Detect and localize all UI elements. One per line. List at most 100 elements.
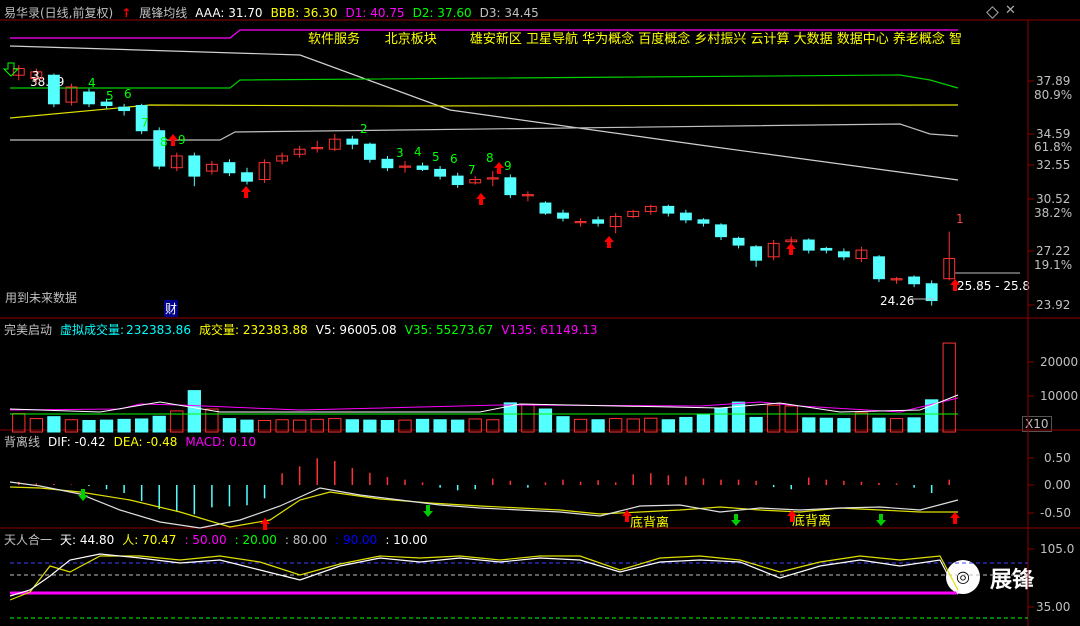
volume-bar bbox=[696, 414, 711, 433]
macd-panel-name[interactable]: 背离线 bbox=[4, 435, 41, 449]
finance-badge[interactable]: 财 bbox=[164, 300, 179, 317]
volume-bar bbox=[626, 418, 640, 433]
candle bbox=[65, 86, 78, 103]
macd-y-tick: -0.50 bbox=[1040, 506, 1072, 520]
up-arrow-icon: ↑ bbox=[121, 6, 132, 20]
candle bbox=[469, 178, 482, 184]
dea-value: DEA: -0.48 bbox=[113, 435, 178, 449]
candle bbox=[627, 210, 640, 217]
volume-bar bbox=[205, 408, 219, 433]
y-tick: 32.55 bbox=[1036, 158, 1071, 172]
candle bbox=[30, 71, 43, 80]
d1-value: D1: 40.75 bbox=[345, 6, 405, 20]
x10-badge[interactable]: X10 bbox=[1022, 416, 1052, 432]
d3-value: D3: 34.45 bbox=[479, 6, 539, 20]
volume-bar bbox=[433, 419, 447, 433]
y-tick: 27.22 bbox=[1036, 244, 1071, 258]
sequence-label: 2 bbox=[360, 122, 368, 136]
buy-arrow-icon bbox=[604, 236, 614, 248]
level-50: : 50.00 bbox=[184, 533, 227, 547]
candle bbox=[785, 239, 798, 243]
virtual-volume-value: 232383.86 bbox=[126, 323, 191, 337]
candle bbox=[293, 148, 306, 155]
candle bbox=[925, 283, 938, 302]
stock-title[interactable]: 易华录(日线,前复权) bbox=[4, 6, 114, 20]
dif-line bbox=[9, 481, 959, 529]
volume-bar bbox=[942, 342, 956, 433]
volume-bar bbox=[521, 403, 535, 433]
level-10: : 10.00 bbox=[385, 533, 428, 547]
volume-panel-name[interactable]: 完美启动 bbox=[4, 323, 53, 337]
y-tick: 61.8% bbox=[1034, 140, 1073, 154]
level-80: : 80.00 bbox=[284, 533, 328, 547]
indicator-name[interactable]: 展锋均线 bbox=[139, 6, 188, 20]
volume-bar bbox=[907, 417, 921, 433]
volume-bar bbox=[82, 420, 96, 433]
tian-y-tick: 105.0 bbox=[1040, 542, 1075, 556]
volume-bar bbox=[29, 418, 43, 433]
vol-y-tick: 10000 bbox=[1040, 389, 1079, 403]
candle bbox=[83, 91, 95, 105]
sequence-label: 3 bbox=[396, 146, 404, 160]
volume-bar bbox=[12, 413, 26, 433]
divergence-label: 底背离 bbox=[792, 514, 832, 529]
volume-header: 完美启动 虚拟成交量: 232383.86 成交量: 232383.88 V5:… bbox=[0, 320, 1080, 340]
y-tick: 80.9% bbox=[1034, 88, 1073, 102]
candle bbox=[205, 163, 218, 172]
candle bbox=[311, 147, 324, 150]
concept-tags: 软件服务 北京板块 雄安新区 卫星导航 华为概念 百度概念 乡村振兴 云计算 大… bbox=[308, 32, 963, 47]
yellow-ma-line bbox=[9, 104, 959, 119]
y-tick: 19.1% bbox=[1034, 258, 1073, 272]
vol-y-tick: 20000 bbox=[1040, 355, 1079, 369]
buy-arrow-icon bbox=[168, 134, 178, 146]
candle bbox=[258, 162, 271, 180]
sell-arrow-icon bbox=[423, 505, 433, 517]
candle bbox=[328, 138, 341, 150]
green-ma-line bbox=[10, 74, 959, 89]
volume-bar bbox=[310, 418, 324, 433]
level-90: : 90.00 bbox=[335, 533, 378, 547]
candle bbox=[890, 278, 903, 281]
volume-bar bbox=[819, 417, 833, 433]
volume-bar bbox=[135, 418, 149, 433]
volume-bar bbox=[187, 390, 201, 433]
buy-arrow-icon bbox=[622, 510, 632, 522]
candle bbox=[381, 158, 394, 169]
volume-bar bbox=[415, 418, 430, 433]
level-20: : 20.00 bbox=[234, 533, 277, 547]
ren-line bbox=[9, 555, 959, 601]
candle bbox=[363, 143, 376, 160]
down-arrow-icon bbox=[2, 62, 20, 77]
volume-bar bbox=[925, 399, 939, 433]
volume-bar bbox=[889, 418, 904, 433]
close-icon[interactable]: ✕ bbox=[1005, 3, 1016, 18]
candle bbox=[697, 219, 710, 224]
candle bbox=[802, 239, 815, 251]
candle bbox=[715, 224, 727, 238]
candle bbox=[170, 155, 183, 169]
candle bbox=[837, 251, 850, 258]
candle bbox=[346, 138, 359, 145]
white-ma-line bbox=[9, 45, 959, 181]
y-tick: 37.89 bbox=[1036, 74, 1071, 88]
candle bbox=[434, 168, 447, 177]
volume-bar bbox=[117, 418, 131, 433]
candle bbox=[504, 177, 517, 196]
sequence-label: 8 bbox=[486, 151, 494, 165]
candle bbox=[679, 212, 692, 221]
volume-bar bbox=[644, 417, 658, 433]
candle bbox=[943, 258, 956, 280]
volume-bar bbox=[486, 419, 500, 433]
candle bbox=[539, 202, 552, 214]
candle bbox=[732, 237, 745, 246]
volume-bar bbox=[854, 412, 869, 433]
volume-bar bbox=[380, 420, 395, 433]
tianren-panel-name[interactable]: 天人合一 bbox=[4, 533, 53, 547]
sequence-label: 8 bbox=[160, 135, 168, 149]
sell-arrow-icon bbox=[78, 489, 88, 501]
candle bbox=[820, 247, 833, 251]
volume-bar bbox=[345, 419, 359, 433]
candle bbox=[399, 165, 411, 168]
magenta-ma-line bbox=[10, 29, 958, 39]
